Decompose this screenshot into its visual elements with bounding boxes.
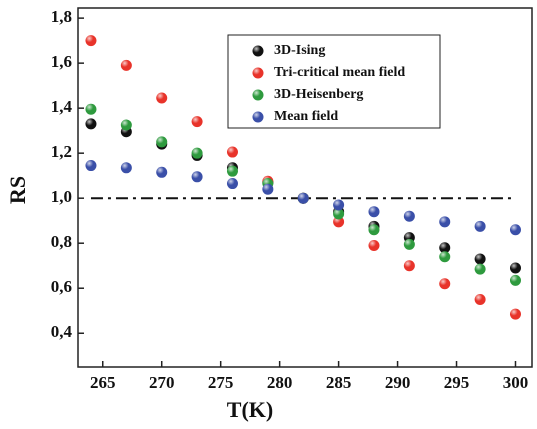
legend-marker-highlight (252, 111, 264, 123)
point (85, 103, 97, 115)
point (474, 220, 486, 232)
x-tick-label: 285 (326, 373, 352, 392)
y-tick-label: 1,2 (51, 142, 72, 161)
point (297, 192, 309, 204)
point (474, 293, 486, 305)
point (226, 165, 238, 177)
point (191, 147, 203, 159)
x-tick-label: 265 (90, 373, 116, 392)
y-tick-label: 0,6 (51, 277, 72, 296)
y-tick-label: 0,4 (51, 322, 73, 341)
x-tick-label: 300 (503, 373, 529, 392)
point (262, 183, 274, 195)
x-tick-label: 295 (444, 373, 470, 392)
y-tick-label: 1,4 (51, 97, 73, 116)
point (156, 166, 168, 178)
point (85, 160, 97, 172)
point (509, 274, 521, 286)
x-tick-label: 270 (149, 373, 175, 392)
y-tick-label: 1,0 (51, 187, 72, 206)
x-tick-label: 290 (385, 373, 411, 392)
legend-label: 3D-Ising (274, 43, 325, 58)
point (226, 178, 238, 190)
point (85, 35, 97, 47)
point (509, 262, 521, 274)
point (191, 171, 203, 183)
legend-label: Mean field (274, 109, 338, 124)
legend-marker-highlight (252, 89, 264, 101)
point (191, 116, 203, 128)
legend-marker-highlight (252, 67, 264, 79)
point (120, 119, 132, 131)
point (226, 146, 238, 158)
point (403, 238, 415, 250)
point (120, 162, 132, 174)
point (509, 224, 521, 236)
y-tick-label: 1,6 (51, 52, 72, 71)
x-tick-label: 280 (267, 373, 293, 392)
point (509, 308, 521, 320)
y-tick-label: 1,8 (51, 7, 72, 26)
point (368, 206, 380, 218)
point (439, 251, 451, 263)
point (439, 278, 451, 290)
legend-label: 3D-Heisenberg (274, 87, 363, 102)
point (439, 216, 451, 228)
point (368, 224, 380, 236)
y-axis-title: RS (5, 176, 30, 204)
x-axis-title: T(K) (227, 397, 273, 422)
point (474, 263, 486, 275)
x-tick-label: 275 (208, 373, 234, 392)
y-tick-label: 0,8 (51, 232, 72, 251)
point (368, 239, 380, 251)
point (403, 260, 415, 272)
point (403, 210, 415, 222)
point (333, 199, 345, 211)
legend-label: Tri-critical mean field (274, 65, 405, 80)
point (156, 136, 168, 148)
point (85, 118, 97, 130)
plot-frame (77, 7, 533, 368)
legend-marker-highlight (252, 45, 264, 57)
point (120, 59, 132, 71)
point (156, 92, 168, 104)
point (474, 253, 486, 265)
